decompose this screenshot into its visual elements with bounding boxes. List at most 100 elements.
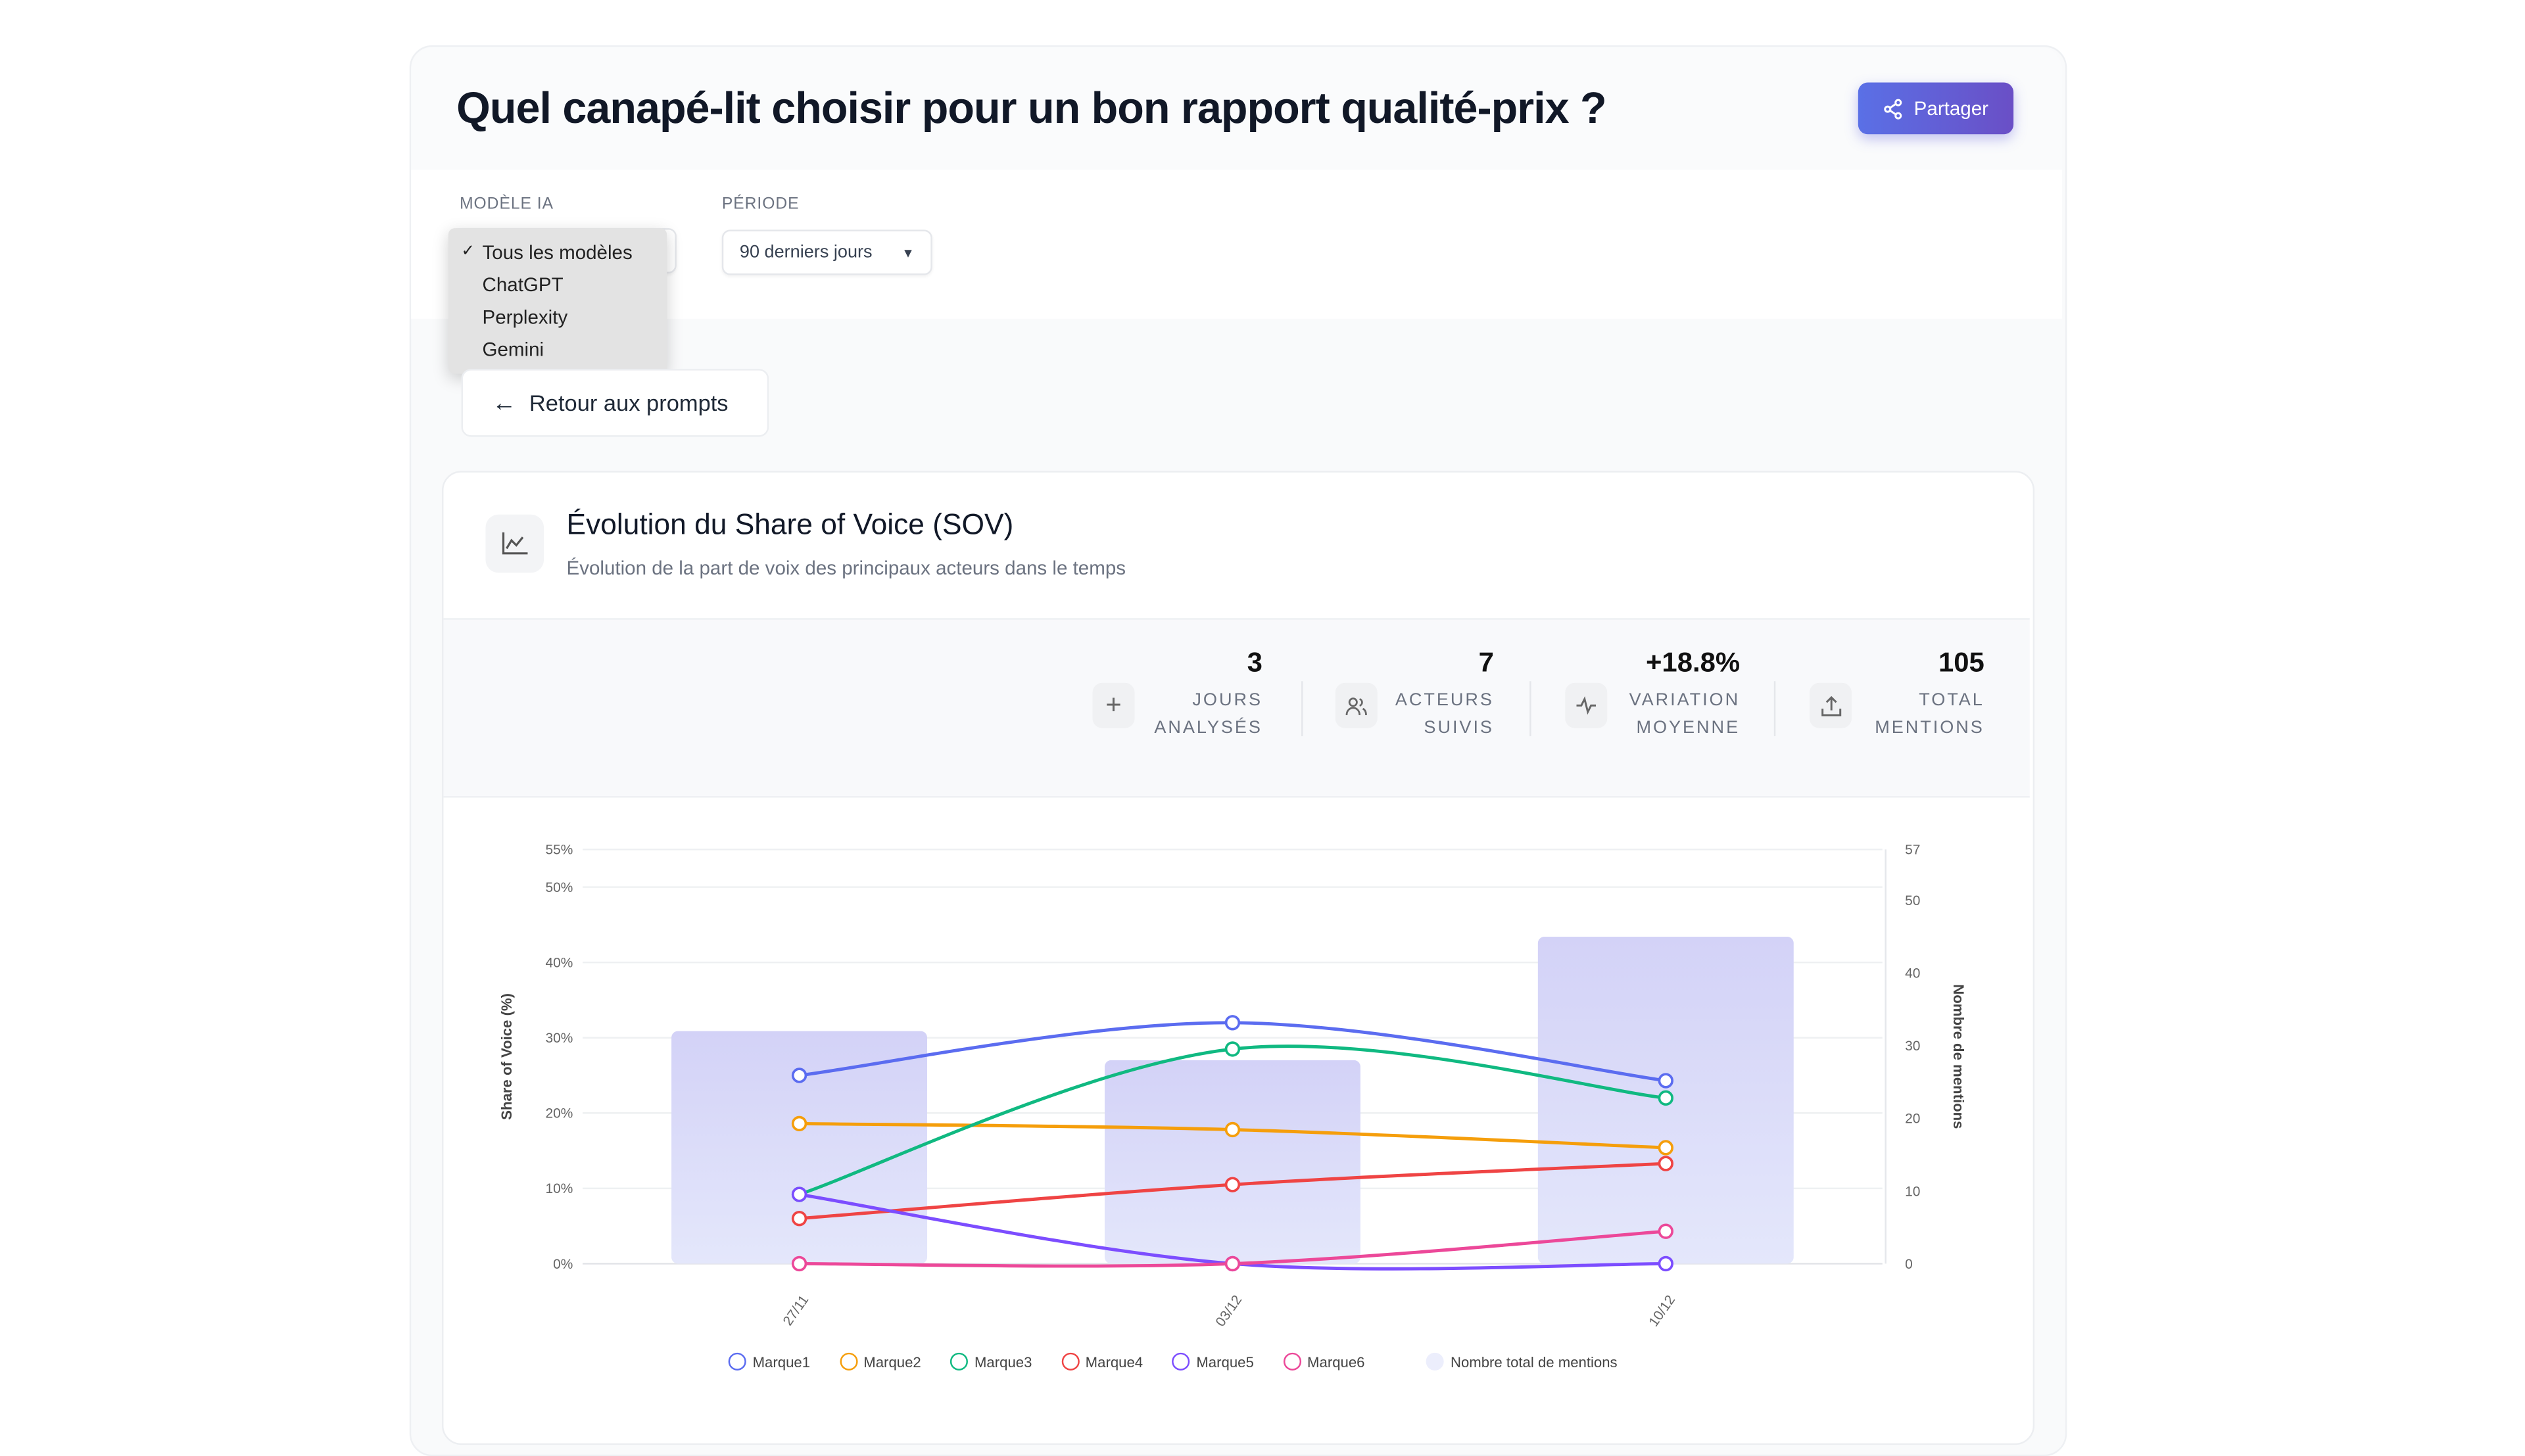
y-tick-label: 55% <box>546 843 573 858</box>
y-tick-label: 50% <box>546 880 573 895</box>
data-point <box>1658 1090 1673 1106</box>
y-tick-label: 0% <box>553 1257 573 1272</box>
y2-tick-label: 10 <box>1905 1184 1920 1199</box>
y2-tick-label: 50 <box>1905 893 1920 908</box>
model-option[interactable]: Tous les modèles <box>482 241 633 264</box>
activity-icon <box>1565 682 1608 728</box>
share-button[interactable]: Partager <box>1858 82 2014 135</box>
divider <box>1773 681 1776 736</box>
model-option[interactable]: ChatGPT <box>482 273 564 296</box>
legend-item[interactable]: Marque3 <box>950 1352 1032 1371</box>
header <box>411 47 2062 170</box>
data-point <box>1658 1156 1673 1171</box>
card-title: Évolution du Share of Voice (SOV) <box>566 507 1014 541</box>
mention-bar <box>1104 1060 1360 1264</box>
period-select[interactable]: 90 derniers jours ▼ <box>721 229 932 275</box>
data-point <box>1658 1223 1673 1239</box>
y2-tick-label: 0 <box>1905 1257 1913 1272</box>
data-point <box>791 1186 807 1202</box>
legend-label: Marque4 <box>1085 1353 1143 1370</box>
divider <box>1301 681 1303 736</box>
legend-marker <box>839 1352 857 1371</box>
stat-mentions: 105 TOTAL MENTIONS <box>1809 647 1984 748</box>
legend-marker <box>728 1352 746 1371</box>
y2-tick-label: 20 <box>1905 1112 1920 1127</box>
legend-item[interactable]: Marque5 <box>1172 1352 1254 1371</box>
stat-variation: +18.8% VARIATION MOYENNE <box>1565 647 1740 748</box>
legend-marker <box>1283 1352 1301 1371</box>
legend-label: Nombre total de mentions <box>1450 1353 1618 1370</box>
period-value: 90 derniers jours <box>739 243 873 262</box>
period-label: PÉRIODE <box>721 195 800 214</box>
data-point <box>1658 1256 1673 1272</box>
stat-days: + 3 JOURS ANALYSÉS <box>1092 647 1262 748</box>
y2-tick-label: 57 <box>1905 843 1920 858</box>
legend-marker <box>950 1352 969 1371</box>
upload-icon <box>1809 682 1852 728</box>
legend-label: Marque2 <box>863 1353 921 1370</box>
stat-label: JOURS ANALYSÉS <box>1154 691 1262 738</box>
stat-value: 3 <box>1247 647 1262 678</box>
y2-tick-label: 30 <box>1905 1039 1920 1054</box>
sov-chart: 0% 10% 20% 30% 40% 50% 55% 0 10 20 30 40 50 57 Share o… <box>498 843 1967 1330</box>
back-label: Retour aux prompts <box>529 390 729 416</box>
stat-label: VARIATION MOYENNE <box>1629 691 1741 738</box>
legend-item[interactable]: Nombre total de mentions <box>1426 1352 1618 1371</box>
legend-marker <box>1172 1352 1190 1371</box>
mention-bar <box>671 1031 928 1264</box>
y-axis-title: Share of Voice (%) <box>498 993 515 1120</box>
data-point <box>1658 1140 1673 1156</box>
legend-item[interactable]: Marque1 <box>728 1352 811 1371</box>
y-tick-label: 30% <box>546 1031 573 1046</box>
data-point <box>791 1115 807 1132</box>
legend-item[interactable]: Marque4 <box>1061 1352 1143 1371</box>
model-option[interactable]: Perplexity <box>482 306 568 329</box>
share-icon <box>1885 98 1903 119</box>
data-point <box>791 1210 807 1227</box>
legend-label: Marque5 <box>1196 1353 1254 1370</box>
card-subtitle: Évolution de la part de voix des princip… <box>566 556 1126 580</box>
legend-marker <box>1061 1352 1079 1371</box>
model-label: MODÈLE IA <box>460 195 554 214</box>
check-icon: ✓ <box>461 243 475 261</box>
chart-icon <box>485 514 544 573</box>
data-point <box>1658 1073 1673 1089</box>
arrow-left-icon: ← <box>492 388 517 417</box>
stat-label: ACTEURS SUIVIS <box>1395 691 1494 738</box>
stats-strip <box>443 618 2030 798</box>
data-point <box>791 1256 807 1272</box>
x-tick-label: 10/12 <box>1646 1292 1678 1329</box>
filters-bar <box>411 170 2062 319</box>
stat-label: TOTAL MENTIONS <box>1875 691 1984 738</box>
legend-label: Marque6 <box>1307 1353 1365 1370</box>
x-tick-label: 27/11 <box>780 1292 811 1328</box>
model-option[interactable]: Gemini <box>482 338 544 361</box>
chart-legend: Marque1 Marque2 Marque3 Marque4 Marque5 Marqu… <box>728 1352 1647 1371</box>
data-point <box>791 1068 807 1083</box>
y-tick-label: 40% <box>546 956 573 971</box>
users-icon <box>1335 682 1378 728</box>
stat-value: +18.8% <box>1645 647 1741 678</box>
model-dropdown: ✓ Tous les modèles ChatGPT Perplexity Ge… <box>448 228 667 374</box>
data-point <box>1224 1015 1241 1031</box>
data-point <box>1224 1177 1241 1192</box>
data-point <box>1224 1121 1241 1138</box>
data-point <box>1224 1256 1241 1272</box>
stat-actors: 7 ACTEURS SUIVIS <box>1335 647 1494 748</box>
legend-item[interactable]: Marque6 <box>1283 1352 1365 1371</box>
x-tick-label: 03/12 <box>1213 1292 1245 1329</box>
divider <box>1529 681 1531 736</box>
stat-value: 105 <box>1938 647 1984 678</box>
y-tick-label: 20% <box>546 1106 573 1121</box>
legend-label: Marque3 <box>974 1353 1032 1370</box>
back-button[interactable]: ← Retour aux prompts <box>461 369 769 437</box>
legend-label: Marque1 <box>752 1353 811 1370</box>
page-title: Quel canapé-lit choisir pour un bon rapp… <box>456 83 1607 133</box>
chevron-down-icon: ▼ <box>902 245 915 260</box>
y-tick-label: 10% <box>546 1181 573 1196</box>
y2-axis-title: Nombre de mentions <box>1950 984 1967 1129</box>
data-point <box>1224 1041 1241 1057</box>
plus-icon: + <box>1092 682 1135 728</box>
y2-tick-label: 40 <box>1905 966 1920 981</box>
legend-item[interactable]: Marque2 <box>839 1352 921 1371</box>
